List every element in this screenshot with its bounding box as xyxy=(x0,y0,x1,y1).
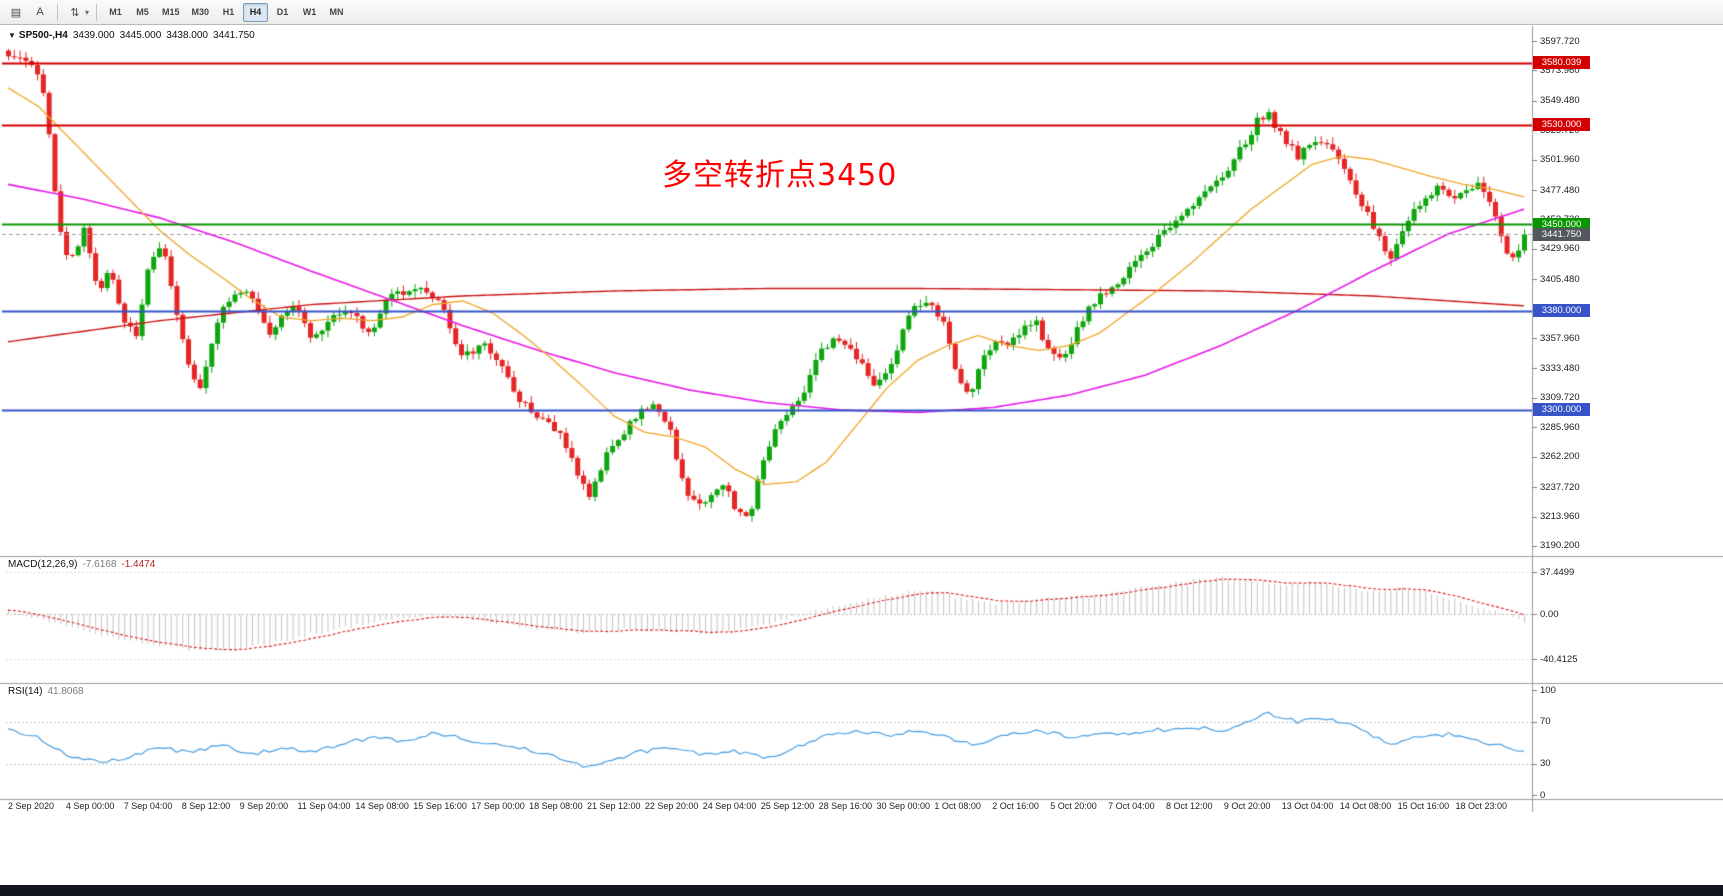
price-axis-label: 3477.480 xyxy=(1540,184,1580,196)
chart-window-icon[interactable]: ▤ xyxy=(10,6,22,19)
time-axis-label: 25 Sep 12:00 xyxy=(760,801,815,811)
price-axis-label: 3190.200 xyxy=(1540,540,1580,552)
time-axis-label: 21 Sep 12:00 xyxy=(587,801,641,811)
macd-name: MACD(12,26,9) xyxy=(8,559,78,570)
price-axis-label: 3237.720 xyxy=(1540,481,1580,493)
time-axis-label: 24 Sep 04:00 xyxy=(702,801,757,811)
time-axis-label: 4 Sep 00:00 xyxy=(65,801,115,811)
current-price-line-badge: 3441.750 xyxy=(1533,227,1590,241)
text-tool-icon[interactable]: A xyxy=(36,6,44,18)
price-axis-label: 3549.480 xyxy=(1540,95,1580,107)
symbol-period-label: SP500-,H4 xyxy=(18,30,68,41)
macd-signal-value: -1.4474 xyxy=(121,559,156,570)
time-axis-label: 9 Sep 20:00 xyxy=(239,801,289,811)
chevron-down-icon[interactable]: ▾ xyxy=(85,7,90,17)
pivot-line-badge: 3450.000 xyxy=(1533,217,1590,231)
time-axis-label: 2 Sep 2020 xyxy=(8,801,55,811)
rsi-axis-label: 100 xyxy=(1540,684,1556,696)
scale-tool-icon[interactable]: ⇅ xyxy=(70,6,80,19)
macd-axis-label: 0.00 xyxy=(1540,608,1559,620)
price-axis-label: 3501.960 xyxy=(1540,154,1580,166)
time-axis-label: 15 Oct 16:00 xyxy=(1397,801,1450,811)
time-axis-label: 5 Oct 20:00 xyxy=(1050,801,1097,811)
timeframe-button-w1[interactable]: W1 xyxy=(302,7,317,17)
rsi-name: RSI(14) xyxy=(8,686,43,697)
rsi-indicator-label: RSI(14) 41.8068 xyxy=(8,686,84,697)
timeframe-button-m30[interactable]: M30 xyxy=(191,7,210,17)
time-axis-label: 7 Oct 04:00 xyxy=(1108,801,1155,811)
time-axis-label: 30 Sep 00:00 xyxy=(876,801,931,811)
high-value: 3445.000 xyxy=(119,30,162,41)
timeframe-button-d1[interactable]: D1 xyxy=(276,7,289,17)
price-axis-label: 3262.200 xyxy=(1540,451,1580,463)
timeframe-button-m15[interactable]: M15 xyxy=(162,7,180,17)
price-axis-label: 3597.720 xyxy=(1540,35,1580,47)
price-axis-label: 3285.960 xyxy=(1540,421,1580,433)
price-axis-label: 3357.960 xyxy=(1540,332,1580,344)
time-axis-label: 18 Oct 23:00 xyxy=(1455,801,1508,811)
time-axis-label: 7 Sep 04:00 xyxy=(123,801,173,811)
timeframe-button-m1[interactable]: M1 xyxy=(109,7,122,17)
timeframe-button-mn[interactable]: MN xyxy=(329,7,344,17)
timeframe-button-h4[interactable]: H4 xyxy=(243,2,269,22)
time-axis-label: 8 Oct 12:00 xyxy=(1166,801,1213,811)
support-line-badge: 3300.000 xyxy=(1533,403,1590,417)
status-bar xyxy=(0,885,1723,896)
rsi-axis-label: 30 xyxy=(1540,758,1551,769)
macd-main-value: -7.6168 xyxy=(82,559,117,570)
macd-axis-label: 37.4499 xyxy=(1540,566,1575,578)
time-axis-label: 22 Sep 20:00 xyxy=(644,801,699,811)
resistance-line-badge: 3530.000 xyxy=(1533,118,1590,132)
time-axis-label: 17 Sep 00:00 xyxy=(471,801,525,811)
toolbar: ▤ A ⇅ ▾ M1 M5 M15 M30 H1 H4 D1 W1 MN xyxy=(0,0,1723,25)
price-axis-label: 3333.480 xyxy=(1540,362,1580,374)
time-axis-label: 14 Sep 08:00 xyxy=(355,801,409,811)
time-axis-label: 14 Oct 08:00 xyxy=(1339,801,1392,811)
low-value: 3438.000 xyxy=(166,30,208,41)
price-axis-label: 3213.960 xyxy=(1540,511,1580,523)
timeframe-button-group: M1 M5 M15 M30 H1 H4 D1 W1 MN xyxy=(102,2,350,22)
close-value: 3441.750 xyxy=(213,30,255,41)
chart-header: ▼ SP500-,H4 3439.000 3445.000 3438.000 3441.7… xyxy=(8,30,255,41)
support-line-badge: 3380.000 xyxy=(1533,304,1590,318)
price-axis-label: 3309.720 xyxy=(1540,392,1580,404)
price-axis-label: 3405.480 xyxy=(1540,273,1580,285)
toolbar-separator xyxy=(57,3,58,21)
time-axis-label: 18 Sep 08:00 xyxy=(529,801,583,811)
resistance-line-badge: 3580.039 xyxy=(1533,56,1590,70)
time-axis-label: 9 Oct 20:00 xyxy=(1223,801,1271,811)
toolbar-icon-group: ▤ A ⇅ xyxy=(4,3,87,22)
price-axis-label: 3429.960 xyxy=(1540,243,1580,255)
time-axis-label: 13 Oct 04:00 xyxy=(1281,801,1334,811)
timeframe-button-h1[interactable]: H1 xyxy=(222,7,235,17)
rsi-value: 41.8068 xyxy=(47,686,84,697)
rsi-axis-label: 0 xyxy=(1540,789,1546,801)
time-axis-label: 8 Sep 12:00 xyxy=(181,801,231,811)
open-value: 3439.000 xyxy=(72,30,115,41)
rsi-axis-label: 70 xyxy=(1540,716,1551,727)
time-axis-label: 15 Sep 16:00 xyxy=(413,801,467,811)
macd-indicator-label: MACD(12,26,9) -7.6168 -1.4474 xyxy=(8,559,155,570)
toolbar-separator xyxy=(96,3,98,21)
timeframe-button-m5[interactable]: M5 xyxy=(136,7,149,17)
macd-axis-label: -40.4125 xyxy=(1540,653,1578,665)
time-axis-label: 11 Sep 04:00 xyxy=(297,801,351,811)
time-axis-label: 28 Sep 16:00 xyxy=(818,801,873,811)
chart-annotation-text: 多空转折点3450 xyxy=(662,158,898,193)
collapse-arrow-icon[interactable]: ▼ xyxy=(8,31,16,40)
price-axis-label: 3573.960 xyxy=(1540,64,1580,76)
time-axis-label: 2 Oct 16:00 xyxy=(992,801,1039,811)
time-axis-label: 1 Oct 08:00 xyxy=(934,801,981,811)
